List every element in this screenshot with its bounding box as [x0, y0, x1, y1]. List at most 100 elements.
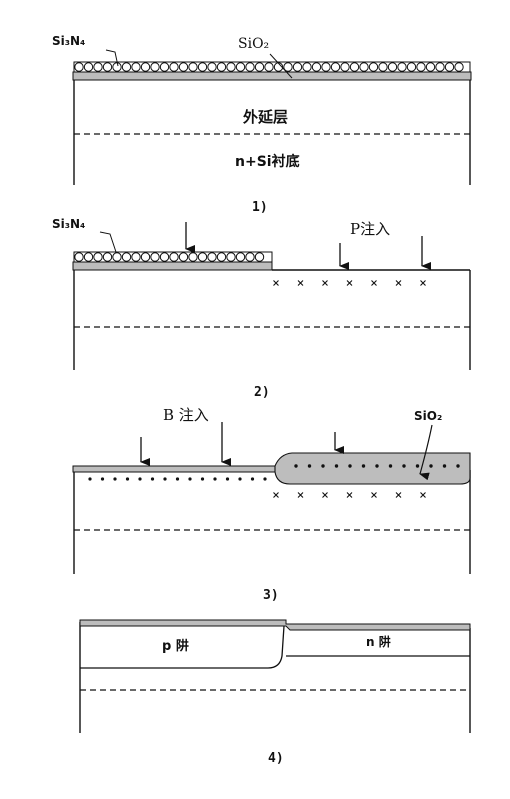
implant-mark [395, 280, 402, 286]
boron-dot [188, 477, 192, 481]
step-3-wafer-outline [73, 466, 471, 574]
step-1-si3n4-layer [73, 61, 471, 73]
boron-dot [100, 477, 105, 481]
si3n4-bead [302, 62, 312, 72]
boron-dot [263, 477, 267, 481]
si3n4-bead [349, 62, 360, 72]
boron-dot [125, 477, 130, 481]
step-1-caption: 1) [252, 200, 268, 215]
implant-mark [371, 492, 377, 498]
step-4-surface-oxide [79, 619, 471, 631]
step-2-p-implant-marks [273, 280, 426, 286]
si3n4-bead [102, 62, 113, 72]
si3n4-bead [140, 62, 151, 72]
si3n4-bead [454, 62, 464, 72]
step-4-p-well-label: p 阱 [162, 639, 189, 654]
si3n4-bead [330, 62, 341, 72]
boron-dot [138, 477, 142, 481]
si3n4-bead [340, 62, 350, 72]
implant-mark [297, 492, 304, 498]
step-2-wafer-outline [73, 262, 471, 370]
step-3-cross-section: B 注入 SiO₂ 3) [72, 406, 471, 603]
si3n4-bead [397, 62, 407, 72]
si3n4-bead [131, 62, 141, 72]
step-1-cross-section: Si₃N₄ SiO₂ 外延层 n+Si衬底 1) [52, 34, 472, 215]
si3n4-bead [159, 252, 170, 262]
si3n4-bead [245, 62, 255, 72]
si3n4-bead [207, 62, 217, 72]
si3n4-bead [311, 62, 322, 72]
si3n4-bead [254, 62, 265, 72]
si3n4-bead [235, 62, 246, 72]
step-3-sio2-label: SiO₂ [414, 409, 442, 423]
step-3-b-implant-label: B 注入 [163, 406, 209, 424]
oxide-dot [388, 464, 393, 468]
boron-dot [213, 477, 217, 481]
si3n4-bead [150, 252, 160, 262]
si3n4-bead [406, 62, 417, 72]
si3n4-bead [169, 62, 179, 72]
step-1-substrate-label: n+Si衬底 [235, 153, 300, 170]
step-4-n-well-label: n 阱 [366, 635, 391, 649]
step-1-sio2-layer [72, 71, 472, 81]
si3n4-bead [283, 62, 293, 72]
si3n4-bead [321, 62, 331, 72]
si3n4-bead [254, 252, 265, 262]
oxide-dot [361, 464, 366, 468]
si3n4-bead [226, 62, 236, 72]
step-2-sio2-layer [72, 261, 273, 271]
boron-dot [250, 477, 255, 481]
si3n4-bead [359, 62, 369, 72]
oxide-dot [429, 464, 433, 468]
si3n4-bead [216, 252, 227, 262]
boron-dot [88, 477, 92, 481]
si3n4-bead [416, 62, 426, 72]
si3n4-bead [169, 252, 179, 262]
oxide-dot [321, 464, 325, 468]
step-2-caption: 2) [254, 385, 270, 400]
boron-dot [113, 477, 117, 481]
step-4-wafer-outline [79, 622, 471, 733]
si3n4-bead [83, 252, 94, 262]
implant-mark [420, 280, 426, 286]
si3n4-bead [112, 252, 122, 262]
step-3-caption: 3) [263, 588, 279, 603]
si3n4-bead [74, 62, 84, 72]
si3n4-bead [226, 252, 236, 262]
si3n4-bead [216, 62, 227, 72]
boron-dot [200, 477, 205, 481]
step-3-oxide-dots [294, 464, 460, 468]
implant-mark [273, 492, 279, 498]
oxide-dot [307, 464, 312, 468]
implant-mark [297, 280, 304, 286]
step-3-p-implant-marks [273, 492, 426, 498]
step-3-sio2-leader [419, 424, 433, 481]
step-4-caption: 4) [268, 751, 284, 766]
oxide-dot [415, 464, 420, 468]
si3n4-bead [102, 252, 113, 262]
si3n4-bead [368, 62, 379, 72]
si3n4-bead [83, 62, 94, 72]
implant-mark [273, 280, 279, 286]
si3n4-bead [378, 62, 388, 72]
si3n4-bead [188, 252, 198, 262]
si3n4-bead [387, 62, 398, 72]
implant-mark [346, 492, 353, 498]
step-1-wafer-outline [73, 72, 471, 185]
step-2-cross-section: Si₃N₄ P注入 2) [52, 217, 471, 400]
si3n4-bead [245, 252, 255, 262]
step-3-b-implant-marks [88, 477, 267, 481]
step-2-p-implant-label: P注入 [350, 220, 390, 238]
step-4-p-well-boundary [80, 625, 285, 669]
boron-dot [175, 477, 180, 481]
implant-mark [322, 280, 328, 286]
si3n4-bead [292, 62, 303, 72]
si3n4-bead [435, 62, 445, 72]
step-1-epi-label: 外延层 [242, 108, 288, 126]
oxide-dot [442, 464, 447, 468]
step-2-si3n4-label: Si₃N₄ [52, 217, 85, 231]
si3n4-bead [207, 252, 217, 262]
si3n4-bead [93, 62, 103, 72]
oxide-dot [334, 464, 339, 468]
implant-mark [322, 492, 328, 498]
